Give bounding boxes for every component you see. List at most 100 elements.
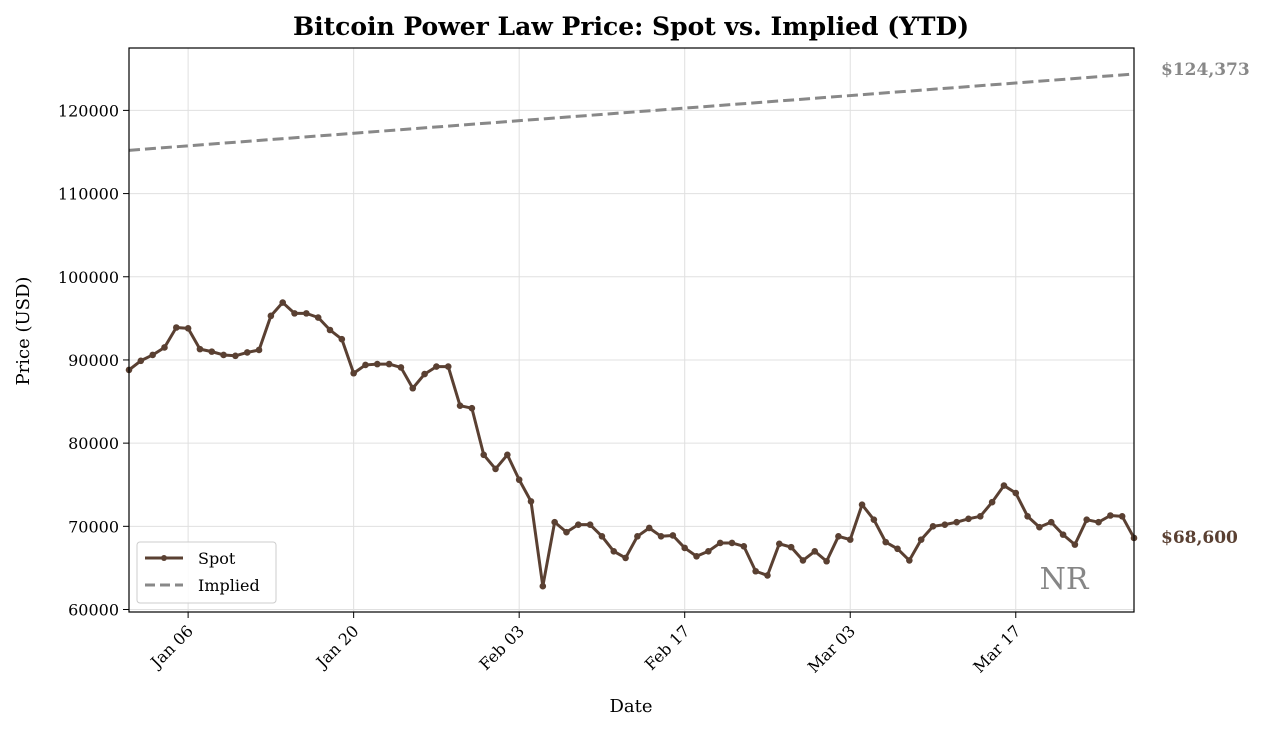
spot-point bbox=[669, 532, 677, 539]
spot-point bbox=[492, 465, 499, 473]
x-axis-ticks: Jan 06 Jan 20 Feb 03 Feb 17 Mar 03 Mar 17 bbox=[146, 612, 1025, 677]
spot-point bbox=[1095, 518, 1102, 526]
spot-point bbox=[184, 325, 192, 332]
spot-point bbox=[504, 451, 511, 459]
spot-point bbox=[941, 521, 949, 528]
implied-series bbox=[128, 72, 1135, 152]
spot-point bbox=[740, 542, 748, 550]
y-tick-label: 100000 bbox=[58, 268, 119, 287]
spot-point bbox=[480, 451, 488, 459]
spot-point bbox=[846, 536, 854, 543]
spot-point bbox=[326, 326, 334, 334]
y-tick-label: 60000 bbox=[68, 601, 119, 620]
spot-point bbox=[1107, 512, 1114, 519]
y-axis-ticks: 60000 70000 80000 90000 100000 110000 120000 bbox=[58, 101, 129, 620]
spot-point bbox=[551, 518, 558, 526]
spot-point bbox=[350, 369, 357, 377]
spot-point bbox=[373, 360, 381, 368]
spot-point bbox=[811, 547, 819, 555]
spot-point bbox=[775, 540, 783, 548]
spot-point bbox=[1012, 489, 1020, 497]
spot-point bbox=[870, 516, 878, 523]
spot-point bbox=[858, 501, 866, 508]
spot-point bbox=[622, 554, 629, 562]
spot-point bbox=[1071, 541, 1079, 548]
spot-point bbox=[1059, 531, 1067, 538]
y-tick-label: 70000 bbox=[68, 517, 119, 536]
spot-point bbox=[894, 545, 901, 553]
spot-point bbox=[208, 348, 216, 355]
x-tick-label: Jan 20 bbox=[311, 621, 362, 672]
spot-point bbox=[645, 524, 653, 532]
x-axis-label: Date bbox=[609, 696, 652, 717]
legend-implied-label: Implied bbox=[198, 576, 260, 595]
spot-point bbox=[362, 361, 369, 369]
spot-point bbox=[976, 513, 984, 520]
spot-point bbox=[279, 299, 287, 306]
spot-point bbox=[598, 533, 606, 540]
spot-point bbox=[196, 345, 204, 353]
spot-point bbox=[1000, 482, 1008, 489]
spot-point bbox=[161, 344, 168, 351]
spot-point bbox=[149, 351, 156, 359]
spot-point bbox=[835, 533, 842, 540]
spot-point bbox=[953, 518, 960, 526]
spot-point bbox=[705, 547, 712, 555]
spot-point bbox=[314, 314, 322, 321]
x-tick-label: Mar 17 bbox=[969, 621, 1024, 676]
grid-lines bbox=[129, 48, 1134, 612]
spot-point bbox=[1083, 516, 1091, 523]
spot-point bbox=[539, 582, 547, 590]
spot-point bbox=[657, 533, 665, 540]
spot-point bbox=[882, 538, 890, 546]
spot-point bbox=[764, 572, 771, 579]
spot-point bbox=[468, 404, 476, 412]
x-tick-label: Jan 06 bbox=[146, 621, 197, 672]
spot-point bbox=[220, 351, 227, 359]
y-tick-label: 90000 bbox=[68, 351, 119, 370]
spot-point bbox=[965, 515, 972, 523]
spot-point bbox=[255, 346, 263, 354]
spot-point bbox=[232, 352, 239, 360]
spot-point bbox=[634, 533, 641, 540]
spot-point bbox=[752, 567, 759, 575]
x-tick-label: Feb 03 bbox=[475, 621, 528, 674]
spot-point bbox=[527, 498, 535, 505]
spot-point bbox=[385, 360, 393, 368]
spot-point bbox=[338, 335, 346, 343]
spot-point bbox=[823, 557, 830, 565]
spot-point bbox=[563, 528, 570, 536]
spot-point bbox=[1118, 513, 1126, 520]
spot-point bbox=[409, 384, 417, 392]
spot-point bbox=[397, 364, 405, 371]
legend-spot-marker bbox=[161, 555, 167, 561]
spot-point bbox=[929, 523, 937, 530]
y-axis-label: Price (USD) bbox=[13, 277, 34, 386]
y-tick-label: 80000 bbox=[68, 434, 119, 453]
spot-line bbox=[127, 301, 1136, 588]
spot-point bbox=[787, 543, 795, 551]
x-tick-label: Mar 03 bbox=[804, 621, 859, 676]
y-tick-label: 120000 bbox=[58, 101, 119, 120]
spot-point bbox=[1047, 518, 1055, 526]
spot-point bbox=[291, 310, 298, 317]
spot-point bbox=[917, 536, 925, 543]
spot-point bbox=[303, 310, 310, 317]
implied-line bbox=[128, 72, 1135, 152]
legend-spot-label: Spot bbox=[198, 549, 236, 568]
spot-point bbox=[172, 324, 180, 331]
spot-end-label: $68,600 bbox=[1161, 528, 1238, 548]
spot-point bbox=[1024, 513, 1031, 520]
spot-point bbox=[693, 552, 700, 560]
watermark: NR bbox=[1040, 562, 1090, 597]
spot-point bbox=[681, 544, 689, 552]
implied-end-label: $124,373 bbox=[1161, 60, 1250, 80]
spot-point bbox=[137, 357, 145, 365]
x-tick-label: Feb 17 bbox=[641, 621, 694, 674]
chart-title: Bitcoin Power Law Price: Spot vs. Implie… bbox=[293, 12, 969, 41]
spot-point bbox=[444, 363, 452, 370]
spot-point bbox=[799, 557, 807, 564]
spot-point bbox=[267, 312, 275, 320]
spot-point bbox=[243, 349, 251, 356]
